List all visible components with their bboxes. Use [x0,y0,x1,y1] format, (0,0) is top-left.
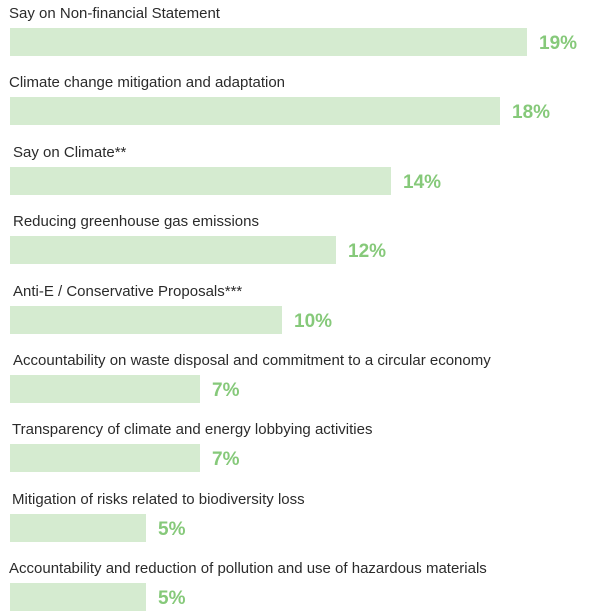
data-label: 18% [512,102,551,124]
data-label: 5% [158,588,186,610]
category-label: Climate change mitigation and adaptation [9,74,286,92]
category-label: Mitigation of risks related to biodivers… [12,490,305,508]
category-label: Accountability and reduction of pollutio… [9,560,487,578]
data-label: 14% [403,171,442,193]
bar [10,166,391,195]
category-label: Say on Climate** [13,143,127,161]
bar [10,28,527,56]
data-label: 19% [539,33,578,54]
bar [10,583,146,612]
category-label: Anti-E / Conservative Proposals*** [13,282,243,300]
category-label: Reducing greenhouse gas emissions [13,213,259,231]
category-label: Say on Non-financial Statement [9,5,220,22]
data-label: 7% [212,449,240,471]
bar [10,97,500,126]
bar [10,305,282,334]
data-label: 10% [294,310,333,332]
bar [10,513,146,542]
category-label: Accountability on waste disposal and com… [13,352,491,369]
data-label: 7% [212,380,240,401]
data-label: 12% [348,241,387,263]
bar [10,236,336,265]
data-label: 5% [158,518,186,540]
category-label: Transparency of climate and energy lobby… [12,421,373,439]
bar [10,444,200,473]
bar [10,375,200,403]
